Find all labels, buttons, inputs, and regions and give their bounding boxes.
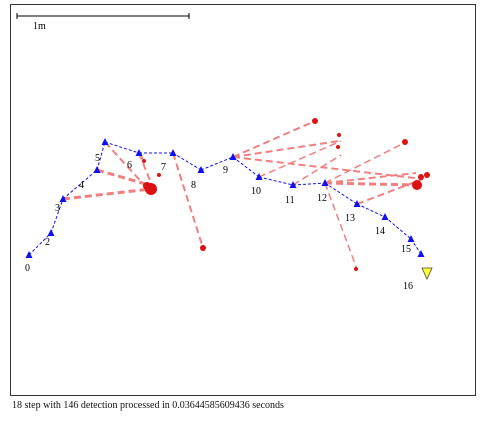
pose-marker-icon [93,166,101,173]
pose-label: 12 [317,193,327,204]
pose-label: 6 [127,160,132,171]
pose-marker-icon [59,195,67,202]
pose-marker-icon [135,149,143,156]
detection-point-icon [424,172,430,178]
trajectory-segment [28,232,52,256]
trajectory-segment [356,203,386,218]
detection-point-icon [336,145,340,149]
trajectory-segment [292,182,326,186]
detection-line [96,168,150,187]
pose-label: 13 [345,213,355,224]
pose-marker-icon [101,138,109,145]
detection-line [292,154,342,186]
detection-line [324,181,418,187]
trajectory-segment [232,156,260,178]
detection-line [356,178,424,205]
detection-point-icon [412,180,422,190]
detection-point-icon [143,182,151,190]
pose-marker-icon [381,213,389,220]
trajectory-segment [104,141,140,154]
detection-line [324,141,407,184]
trajectory-segment [172,152,202,171]
trajectory-segment [62,169,98,200]
label-layer: 0 2 3 4 5 6 7 8 9 10 11 12 13 14 15 16 [25,153,413,292]
detection-line [258,140,342,178]
trajectory-segment [324,182,358,205]
detection-line [138,152,152,184]
trajectory-segment [384,216,412,240]
detection-point-icon [200,245,206,251]
pose-label: 8 [191,180,196,191]
pose-label: 14 [375,226,385,237]
status-text: 18 step with 146 detection processed in … [12,400,284,411]
pose-label: 2 [45,237,50,248]
detection-point-icon [157,173,161,177]
detection-line [172,152,204,249]
pose-marker-icon [417,250,425,257]
pose-label: 15 [401,244,411,255]
detection-line [232,140,340,158]
pose-label: 10 [251,186,261,197]
pose-label: 3 [55,203,60,214]
detection-point-icon [402,139,408,145]
pose-label: 4 [79,180,84,191]
pose-marker-icon [47,229,55,236]
trajectory-segment [410,238,422,255]
detection-point-icon [337,133,341,137]
trajectory-map: 1m 0 2 3 4 5 6 7 8 9 10 11 12 13 14 15 16 [16,13,433,292]
trajectory-segment [50,198,64,234]
pose-marker-icon [407,235,415,242]
pose-marker-icon [229,153,237,160]
scale-bar: 1m [16,13,190,32]
pose-label: 9 [223,165,228,176]
scale-bar-label: 1m [33,21,46,32]
pose-marker-icon [321,179,329,186]
pose-label: 5 [95,153,100,164]
pose-marker-icon [169,149,177,156]
trajectory-segment [200,156,234,171]
detection-line [324,182,358,270]
pose-label: 16 [403,281,413,292]
pose-marker-icon [255,173,263,180]
detection-point-icon [312,118,318,124]
pose-marker-icon [25,251,33,258]
detection-line [62,187,152,201]
detection-point-icon [142,159,146,163]
pose-marker-icon [353,200,361,207]
pose-marker-icon [197,166,205,173]
detection-layer [62,118,430,271]
pose-layer [25,138,425,258]
pose-label: 7 [161,162,166,173]
detection-point-icon [354,267,358,271]
trajectory-layer [28,141,422,256]
detection-line [324,172,417,184]
pose-label: 11 [285,195,295,206]
detection-line [232,120,316,158]
goal-marker-icon [421,267,433,280]
pose-label: 0 [25,263,30,274]
detection-point-icon [418,174,424,180]
map-viewport[interactable]: 1m 0 2 3 4 5 6 7 8 9 10 11 12 13 14 15 16 [10,4,476,396]
trajectory-segment [258,176,294,186]
pose-marker-icon [289,181,297,188]
